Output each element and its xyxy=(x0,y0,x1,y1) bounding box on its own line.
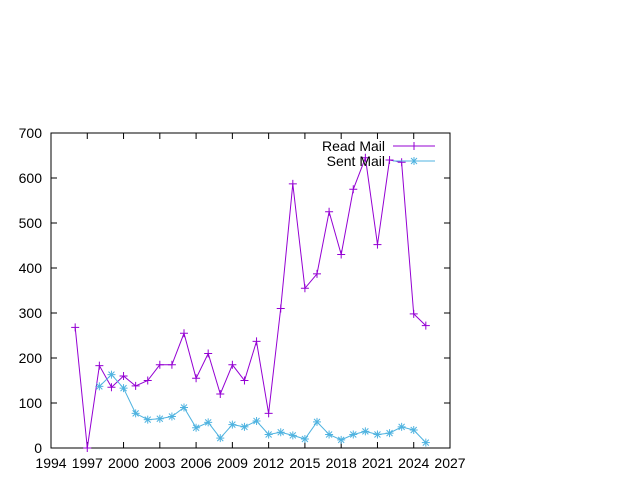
data-point xyxy=(349,430,358,439)
data-point xyxy=(192,374,201,383)
data-point xyxy=(325,207,334,216)
data-point xyxy=(180,403,188,412)
y-tick-label: 500 xyxy=(19,215,43,231)
y-tick-label: 0 xyxy=(34,440,42,456)
data-point xyxy=(421,321,430,330)
data-point xyxy=(240,422,249,431)
data-point xyxy=(155,414,164,423)
data-point xyxy=(204,418,213,427)
data-point xyxy=(131,409,140,418)
legend-label: Sent Mail xyxy=(327,153,385,169)
data-point xyxy=(288,179,297,188)
data-point xyxy=(276,428,285,437)
x-tick-label: 2009 xyxy=(217,455,248,471)
data-point xyxy=(228,420,237,429)
data-point xyxy=(167,412,176,421)
legend-marker xyxy=(410,157,418,165)
data-point xyxy=(107,383,116,392)
legend-marker xyxy=(410,142,418,150)
data-point xyxy=(313,269,321,278)
data-point xyxy=(252,417,261,425)
series-read-mail xyxy=(71,153,430,452)
data-point xyxy=(337,250,346,259)
x-tick-label: 1997 xyxy=(72,455,103,471)
data-point xyxy=(71,323,80,332)
data-point xyxy=(119,384,128,393)
data-point xyxy=(131,381,140,390)
y-tick-label: 200 xyxy=(19,350,43,366)
x-tick-label: 2006 xyxy=(181,455,212,471)
data-point xyxy=(143,376,152,385)
data-point xyxy=(421,438,430,447)
x-tick-label: 2003 xyxy=(144,455,175,471)
data-point xyxy=(216,434,225,443)
data-point xyxy=(83,444,92,452)
data-point xyxy=(240,376,249,385)
data-point xyxy=(204,349,213,358)
x-tick-label: 2021 xyxy=(362,455,393,471)
data-point xyxy=(192,423,201,432)
data-point xyxy=(409,426,418,434)
plot-frame xyxy=(50,132,451,449)
x-tick-label: 2015 xyxy=(289,455,320,471)
data-point xyxy=(373,430,382,439)
y-tick-label: 400 xyxy=(19,260,43,276)
data-point xyxy=(107,370,116,379)
legend-label: Read Mail xyxy=(322,138,385,154)
data-point xyxy=(228,360,237,369)
data-point xyxy=(313,417,321,426)
x-tick-label: 1994 xyxy=(35,455,66,471)
series-sent-mail xyxy=(95,370,430,447)
data-point xyxy=(385,429,394,438)
data-point xyxy=(397,158,406,167)
data-point xyxy=(300,435,309,443)
data-point xyxy=(385,156,394,164)
data-point xyxy=(143,415,152,424)
data-point xyxy=(119,372,128,380)
data-point xyxy=(397,422,406,431)
data-point xyxy=(252,337,261,346)
data-point xyxy=(276,304,285,313)
data-point xyxy=(95,382,104,391)
data-point xyxy=(155,360,164,369)
data-point xyxy=(95,361,104,370)
data-point xyxy=(288,431,297,440)
data-point xyxy=(337,435,346,444)
data-point xyxy=(373,240,382,249)
series-line xyxy=(74,157,427,449)
x-tick-label: 2000 xyxy=(108,455,139,471)
data-point xyxy=(409,309,418,318)
data-point xyxy=(180,329,188,338)
data-point xyxy=(361,427,370,436)
data-point xyxy=(349,185,358,194)
data-point xyxy=(264,409,273,418)
y-tick-label: 600 xyxy=(19,170,43,186)
x-tick-label: 2012 xyxy=(253,455,284,471)
x-tick-label: 2027 xyxy=(434,455,465,471)
data-point xyxy=(325,430,334,439)
y-tick-label: 700 xyxy=(19,125,43,141)
axes-layer: 0 100 200 300 400 500 600 700 1994 1997 2000 2003 20… xyxy=(19,125,466,471)
series-layer xyxy=(71,153,430,452)
data-point xyxy=(361,153,370,162)
data-point xyxy=(167,360,176,369)
series-line xyxy=(99,373,427,443)
data-point xyxy=(216,390,225,398)
data-point xyxy=(264,430,273,439)
y-tick-label: 100 xyxy=(19,395,43,411)
x-tick-label: 2018 xyxy=(326,455,357,471)
x-tick-label: 2024 xyxy=(398,455,429,471)
y-tick-label: 300 xyxy=(19,305,43,321)
data-point xyxy=(300,284,309,293)
